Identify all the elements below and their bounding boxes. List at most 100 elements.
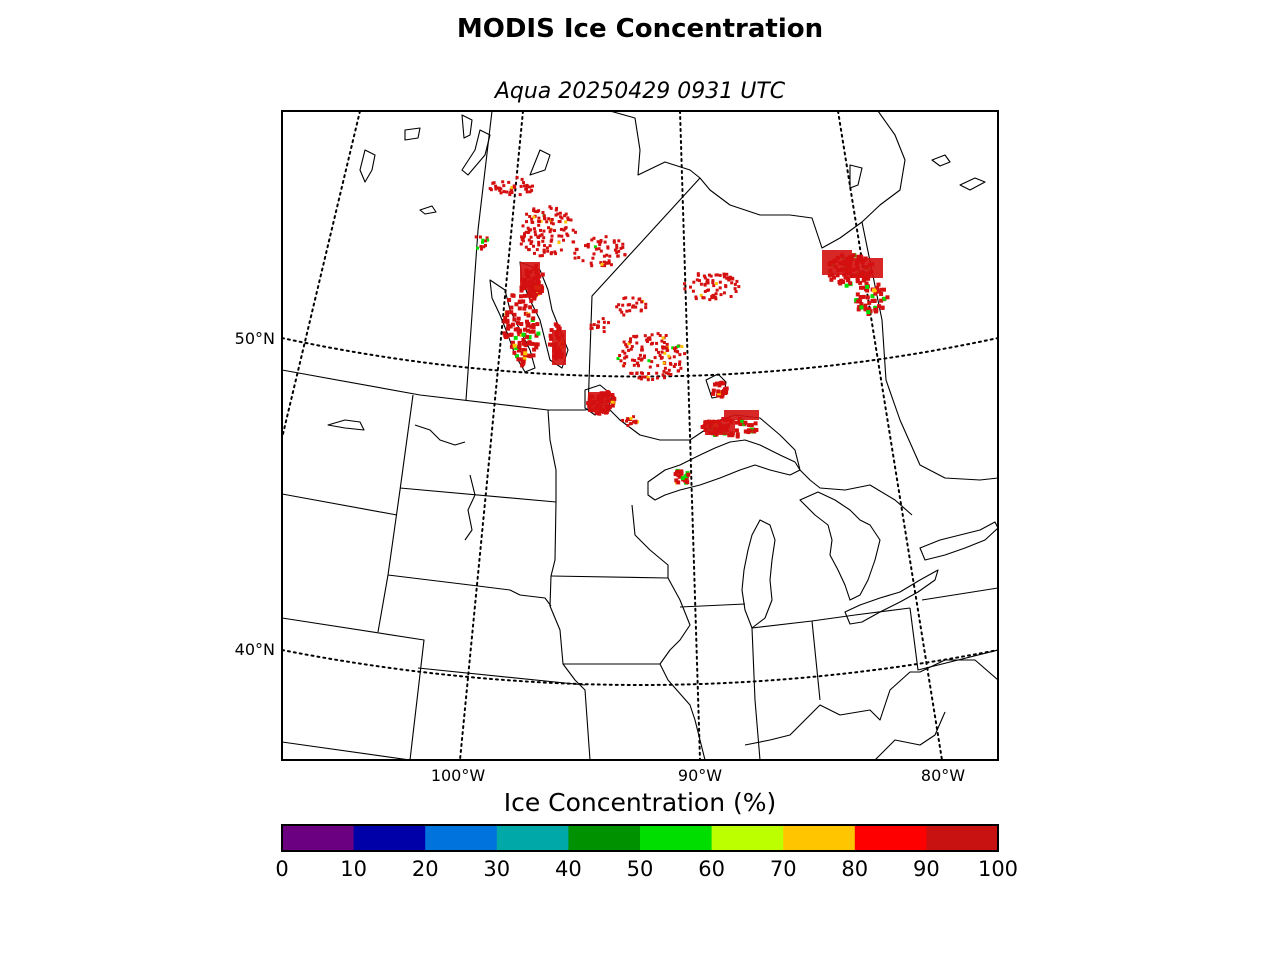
ice-pixel bbox=[532, 215, 536, 219]
ice-pixel bbox=[502, 319, 507, 324]
ice-pixel bbox=[846, 277, 851, 282]
ice-pixel bbox=[621, 349, 625, 353]
ice-pixel bbox=[521, 332, 526, 337]
ice-pixel bbox=[859, 295, 864, 299]
ice-pixel bbox=[702, 274, 706, 278]
ice-pixel bbox=[482, 245, 486, 249]
ice-pixel bbox=[509, 310, 514, 315]
ice-pixel bbox=[539, 219, 543, 223]
ice-pixel bbox=[523, 311, 528, 316]
ice-pixel bbox=[610, 403, 615, 408]
ohio-river bbox=[744, 659, 998, 746]
ice-pixel bbox=[655, 371, 659, 375]
ice-pixel bbox=[676, 344, 680, 348]
ice-pixel bbox=[660, 339, 664, 343]
ice-pixel bbox=[539, 289, 544, 294]
ice-pixel bbox=[702, 296, 706, 300]
ice-pixel bbox=[827, 273, 832, 278]
colorbar-segment-0 bbox=[282, 825, 355, 851]
ice-pixel bbox=[667, 372, 671, 376]
ice-pixel bbox=[602, 320, 606, 324]
rivers bbox=[327, 114, 863, 541]
ice-pixel bbox=[735, 279, 739, 283]
ice-pixel bbox=[506, 323, 511, 328]
ice-pixel bbox=[616, 357, 620, 361]
ice-pixel bbox=[678, 353, 682, 357]
ice-pixel bbox=[730, 281, 734, 285]
ice-pixel bbox=[572, 240, 576, 244]
ice-pixel bbox=[532, 227, 536, 231]
ice-pixel bbox=[528, 215, 532, 218]
ice-pixel bbox=[711, 391, 716, 396]
ice-pixel bbox=[872, 299, 877, 303]
ice-pixel bbox=[737, 285, 741, 289]
ice-pixel bbox=[633, 359, 637, 362]
ice-pixel bbox=[648, 337, 652, 341]
ice-pixel bbox=[505, 313, 510, 318]
ice-pixel bbox=[882, 287, 886, 292]
ice-pixel bbox=[677, 369, 680, 373]
ice-block bbox=[588, 392, 608, 412]
ice-pixel bbox=[528, 190, 532, 194]
ice-pixel bbox=[635, 341, 639, 345]
ice-pixel bbox=[625, 309, 629, 313]
ice-pixel bbox=[753, 421, 758, 426]
ice-pixel bbox=[537, 223, 541, 227]
ice-pixel bbox=[525, 190, 529, 194]
ice-pixel bbox=[525, 319, 529, 324]
ice-pixel bbox=[518, 357, 523, 362]
ice-pixel bbox=[532, 207, 536, 211]
ice-pixel bbox=[517, 332, 522, 337]
ice-pixel bbox=[708, 298, 712, 302]
ice-pixel bbox=[638, 353, 642, 357]
ice-pixel bbox=[699, 282, 703, 286]
ice-pixel bbox=[535, 342, 540, 347]
ice-pixel bbox=[591, 256, 595, 260]
ice-pixel bbox=[534, 233, 538, 237]
ice-pixel bbox=[542, 214, 546, 218]
ice-pixel bbox=[529, 228, 532, 232]
province-border-mb-on bbox=[587, 177, 701, 411]
ice-pixel bbox=[519, 288, 524, 293]
ice-pixel bbox=[594, 247, 598, 251]
ice-pixel bbox=[624, 343, 628, 347]
ice-pixel bbox=[612, 240, 616, 244]
ice-pixel bbox=[639, 377, 643, 381]
ice-pixel bbox=[705, 278, 709, 282]
ice-pixel bbox=[722, 291, 726, 295]
colorbar-tick-label: 0 bbox=[275, 857, 288, 881]
ice-pixel bbox=[629, 416, 633, 420]
ice-pixel bbox=[525, 220, 528, 224]
ice-pixel bbox=[870, 294, 875, 299]
ice-pixel bbox=[607, 321, 610, 325]
ice-pixel bbox=[565, 232, 569, 236]
ice-pixel bbox=[522, 293, 527, 298]
ice-pixel bbox=[566, 216, 570, 220]
map-title: MODIS Ice Concentration bbox=[456, 14, 824, 44]
ice-pixel bbox=[597, 247, 601, 251]
ice-pixel bbox=[680, 345, 684, 349]
ice-pixel bbox=[627, 348, 631, 352]
ice-pixel bbox=[529, 324, 534, 329]
ice-pixel bbox=[618, 308, 622, 312]
ice-pixel bbox=[607, 405, 612, 410]
ice-pixel bbox=[646, 375, 650, 379]
ice-pixel bbox=[535, 248, 539, 252]
ice-pixel bbox=[615, 251, 619, 255]
ice-pixel bbox=[563, 226, 567, 230]
ice-pixel bbox=[647, 359, 651, 363]
ice-pixel bbox=[872, 288, 876, 293]
ice-pixel bbox=[592, 323, 596, 327]
ice-pixel bbox=[521, 348, 526, 352]
ice-pixel bbox=[712, 284, 716, 288]
ice-pixel bbox=[676, 350, 680, 354]
ice-pixel bbox=[478, 235, 482, 239]
ice-pixel bbox=[672, 365, 676, 368]
ice-pixel bbox=[629, 337, 633, 341]
ice-pixel bbox=[668, 356, 672, 360]
ice-pixel bbox=[859, 285, 863, 290]
ice-pixel bbox=[737, 420, 742, 425]
state-border-mi-in-oh bbox=[751, 607, 911, 629]
ice-pixel bbox=[719, 394, 724, 399]
ice-pixel bbox=[520, 235, 524, 239]
